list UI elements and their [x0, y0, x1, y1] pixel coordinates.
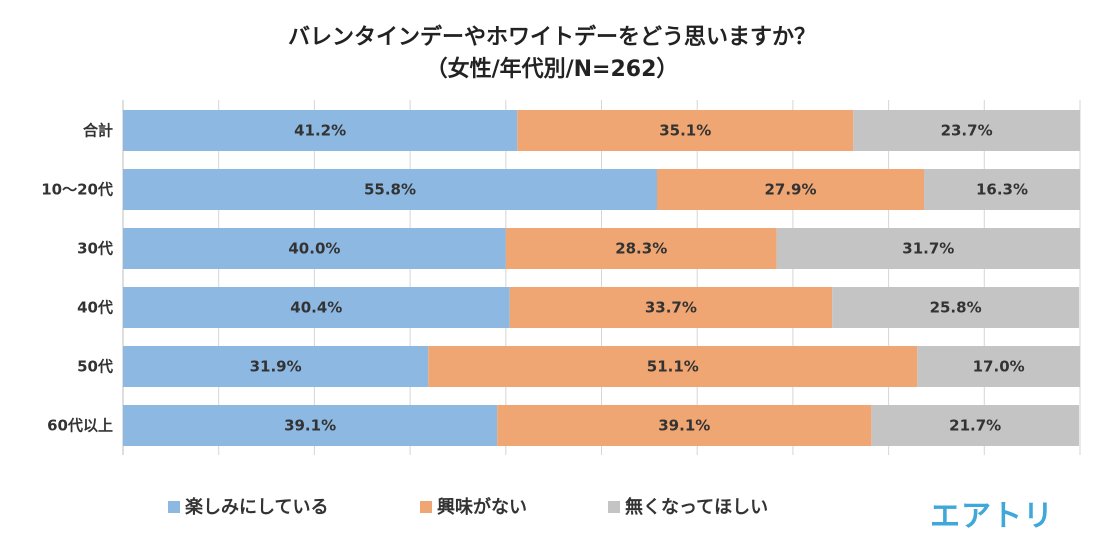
legend: 楽しみにしている 興味がない 無くなってほしい	[168, 496, 768, 518]
data-label: 39.1%	[284, 417, 336, 435]
data-label: 28.3%	[615, 240, 667, 258]
data-label: 40.0%	[288, 240, 340, 258]
category-label: 40代	[77, 299, 113, 317]
category-labels: 合計 10～20代 30代 40代 50代 60代以上	[41, 122, 113, 435]
chart-subtitle: （女性/年代別/N=262）	[426, 56, 679, 82]
data-label: 31.9%	[250, 358, 302, 376]
category-label: 合計	[82, 122, 113, 140]
data-label: 17.0%	[973, 358, 1025, 376]
bar-segment	[776, 228, 1080, 269]
data-label: 35.1%	[659, 122, 711, 140]
data-label: 40.4%	[290, 299, 342, 317]
category-label: 60代以上	[47, 417, 113, 435]
chart-title: バレンタインデーやホワイトデーをどう思いますか？	[288, 24, 816, 50]
bar-segment	[871, 405, 1080, 446]
data-label: 21.7%	[949, 417, 1001, 435]
bar-segment	[123, 405, 498, 446]
legend-swatch	[608, 501, 620, 513]
legend-swatch	[168, 501, 180, 513]
bar-segment	[509, 287, 833, 328]
legend-label: 興味がない	[437, 496, 527, 518]
legend-label: 楽しみにしている	[185, 496, 328, 518]
value-labels: 41.2% 35.1% 23.7% 55.8% 27.9% 16.3% 40.0% 28.3%…	[250, 122, 1028, 435]
legend-label: 無くなってほしい	[625, 496, 768, 518]
category-label: 30代	[77, 240, 113, 258]
data-label: 41.2%	[294, 122, 346, 140]
legend-swatch	[420, 501, 432, 513]
bar-segment	[497, 405, 872, 446]
data-label: 27.9%	[764, 181, 816, 199]
category-label: 10～20代	[41, 181, 113, 199]
bar-segment	[505, 228, 777, 269]
data-label: 23.7%	[941, 122, 993, 140]
data-label: 55.8%	[364, 181, 416, 199]
data-label: 31.7%	[902, 240, 954, 258]
category-label: 50代	[77, 358, 113, 376]
bar-segment	[517, 110, 854, 151]
bar-segment	[657, 169, 925, 210]
bar-segment	[924, 169, 1080, 210]
bars-group	[123, 110, 1080, 446]
bar-segment	[917, 346, 1080, 387]
bar-segment	[832, 287, 1080, 328]
bar-segment	[123, 110, 518, 151]
brand-logo: エアトリ	[930, 499, 1054, 534]
data-label: 51.1%	[647, 358, 699, 376]
bar-segment	[853, 110, 1080, 151]
data-label: 33.7%	[645, 299, 697, 317]
bar-segment	[123, 346, 429, 387]
bar-segment	[123, 169, 658, 210]
gridlines	[122, 100, 1081, 455]
bar-segment	[428, 346, 918, 387]
data-label: 25.8%	[930, 299, 982, 317]
bar-segment	[123, 228, 506, 269]
data-label: 39.1%	[658, 417, 710, 435]
data-label: 16.3%	[976, 181, 1028, 199]
bar-segment	[123, 287, 510, 328]
